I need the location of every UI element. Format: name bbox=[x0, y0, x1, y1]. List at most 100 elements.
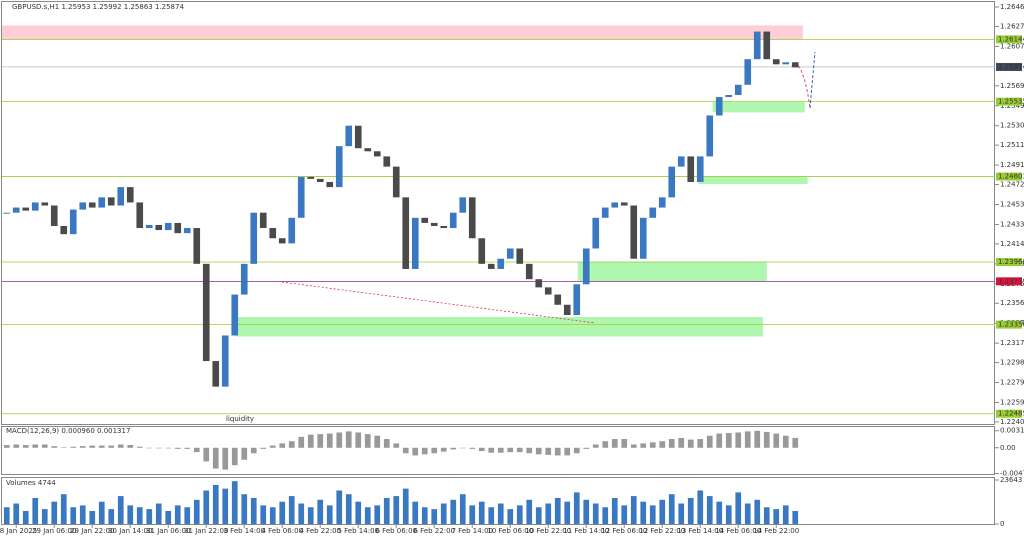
candle bbox=[174, 222, 182, 234]
candle bbox=[668, 166, 676, 198]
macd-bar bbox=[146, 447, 153, 449]
level-label-bg bbox=[996, 320, 1022, 329]
macd-bar bbox=[573, 447, 580, 454]
macd-bar bbox=[212, 447, 219, 469]
macd-tick-label: 0.00 bbox=[1000, 444, 1016, 452]
volume-bar bbox=[222, 488, 229, 524]
candle bbox=[592, 217, 600, 249]
candle bbox=[269, 228, 277, 239]
candle bbox=[345, 125, 353, 147]
volume-bar bbox=[488, 507, 495, 524]
macd-bar bbox=[3, 445, 10, 448]
macd-bar bbox=[640, 443, 647, 448]
volume-bar bbox=[3, 507, 10, 524]
x-tick-label: 31 Jan 22:00 bbox=[184, 527, 228, 535]
x-tick-label: 10 Feb 22:00 bbox=[525, 527, 571, 535]
candle bbox=[392, 166, 400, 198]
y-tick-label: 1.22595 bbox=[1000, 398, 1024, 406]
macd-bar bbox=[678, 437, 685, 448]
candle bbox=[487, 263, 495, 269]
macd-bar bbox=[222, 447, 229, 470]
candle bbox=[402, 197, 410, 269]
volume-bar bbox=[241, 494, 248, 524]
candle bbox=[715, 97, 723, 116]
macd-bar bbox=[117, 444, 124, 448]
candle bbox=[744, 59, 752, 85]
macd-bar bbox=[697, 439, 704, 448]
annotation: liquidity bbox=[226, 415, 254, 423]
candle bbox=[69, 209, 77, 235]
level-label-bg bbox=[996, 409, 1022, 418]
macd-bar bbox=[174, 447, 181, 449]
macd-bar bbox=[412, 447, 419, 456]
macd-bar bbox=[583, 447, 590, 449]
macd-bar bbox=[782, 435, 789, 448]
y-tick-label: 1.22405 bbox=[1000, 418, 1024, 426]
candle bbox=[231, 294, 239, 336]
macd-bar bbox=[250, 447, 257, 454]
macd-bar bbox=[735, 432, 742, 448]
macd-bar bbox=[165, 447, 172, 449]
volume-bar bbox=[193, 499, 200, 524]
candle bbox=[60, 225, 68, 235]
macd-bar bbox=[754, 430, 761, 448]
volume-bar bbox=[269, 507, 276, 524]
volume-bar bbox=[165, 510, 172, 524]
macd-bar bbox=[136, 446, 143, 448]
y-tick-label: 1.22985 bbox=[1000, 359, 1024, 367]
macd-bar bbox=[22, 445, 29, 448]
volume-bar bbox=[174, 505, 181, 524]
chart-title: GBPUSD.s,H1 1.25953 1.25992 1.25863 1.25… bbox=[12, 3, 184, 11]
macd-bar bbox=[554, 447, 561, 456]
volume-bar bbox=[659, 499, 666, 524]
candle bbox=[677, 156, 685, 167]
volume-bar bbox=[279, 501, 286, 524]
liquidity-line bbox=[281, 281, 596, 324]
volume-bar bbox=[13, 503, 20, 524]
volume-bar bbox=[630, 496, 637, 524]
x-tick-label: 6 Feb 22:00 bbox=[414, 527, 455, 535]
candle bbox=[563, 304, 571, 316]
candle bbox=[421, 217, 429, 223]
macd-bar bbox=[773, 433, 780, 448]
level-label-bg bbox=[996, 277, 1022, 286]
macd-bar bbox=[564, 447, 571, 456]
volume-bar bbox=[611, 497, 618, 524]
macd-bar bbox=[260, 447, 267, 449]
candle bbox=[468, 197, 476, 239]
candle bbox=[449, 212, 457, 229]
volume-bar bbox=[545, 503, 552, 524]
candle bbox=[259, 212, 267, 229]
macd-bar bbox=[469, 447, 476, 449]
candle bbox=[50, 205, 58, 226]
volume-bar bbox=[260, 505, 267, 524]
candles bbox=[3, 31, 799, 387]
volume-bar bbox=[792, 510, 799, 524]
forecast-up bbox=[809, 51, 816, 109]
volume-tick-label: 23643 bbox=[1000, 476, 1022, 484]
macd-bar bbox=[545, 447, 552, 455]
volume-bar bbox=[440, 503, 447, 524]
macd-bar bbox=[716, 433, 723, 448]
candle bbox=[373, 151, 381, 157]
x-tick-label: 4 Feb 06:00 bbox=[262, 527, 303, 535]
candle bbox=[22, 207, 30, 211]
macd-bar bbox=[51, 446, 58, 448]
level-label-bg bbox=[996, 97, 1022, 106]
volume-bar bbox=[364, 507, 371, 524]
volume-bar bbox=[459, 494, 466, 524]
y-tick-label: 1.24335 bbox=[1000, 220, 1024, 228]
candle bbox=[620, 202, 628, 206]
zone bbox=[698, 176, 808, 185]
level-label: 1.23779 bbox=[998, 277, 1024, 285]
y-tick-label: 1.26270 bbox=[1000, 22, 1024, 30]
macd-bar bbox=[507, 447, 514, 453]
volume-bar bbox=[288, 496, 295, 524]
y-tick-label: 1.23175 bbox=[1000, 339, 1024, 347]
candle bbox=[364, 148, 372, 152]
candle bbox=[326, 181, 334, 188]
macd-bar bbox=[269, 445, 276, 448]
volume-bar bbox=[393, 496, 400, 524]
level-label-bg bbox=[996, 172, 1022, 181]
volume-bar bbox=[773, 509, 780, 524]
